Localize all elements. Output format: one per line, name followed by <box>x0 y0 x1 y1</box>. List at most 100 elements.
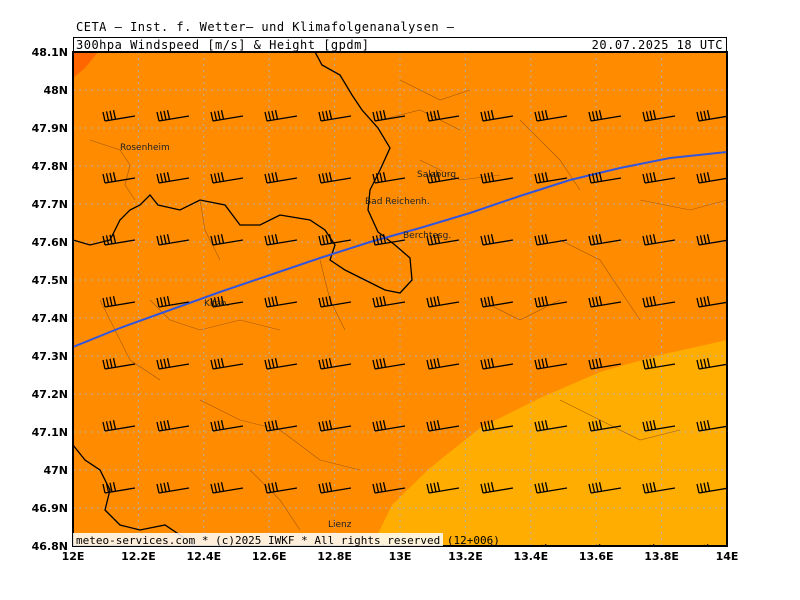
lon-label: 13.6E <box>579 550 614 563</box>
wind-barb <box>210 482 244 494</box>
wind-barb <box>426 234 460 246</box>
wind-barb <box>642 234 676 246</box>
wind-barb <box>210 358 244 370</box>
wind-barb <box>696 482 727 494</box>
credit-text: meteo-services.com * (c)2025 IWKF * All … <box>76 534 500 547</box>
lat-label: 47.3N <box>32 350 68 363</box>
wind-barb <box>480 482 514 494</box>
wind-barb <box>426 172 460 184</box>
wind-barb <box>642 110 676 122</box>
wind-barb <box>372 234 406 246</box>
wind-barb <box>588 358 622 370</box>
wind-barb <box>318 420 352 432</box>
wind-barb <box>102 110 136 122</box>
wind-barb <box>264 482 298 494</box>
wind-barb <box>480 172 514 184</box>
wind-barb <box>372 358 406 370</box>
wind-barb <box>156 420 190 432</box>
wind-barb <box>102 420 136 432</box>
wind-barb <box>534 110 568 122</box>
wind-barb <box>426 296 460 308</box>
wind-barb <box>210 110 244 122</box>
wind-barb <box>264 110 298 122</box>
lat-label: 48.1N <box>32 46 68 59</box>
wind-fill-strong <box>73 52 98 78</box>
wind-barb <box>696 234 727 246</box>
lat-label: 47.9N <box>32 122 68 135</box>
header-institute: CETA — Inst. f. Wetter— und Klimafolgena… <box>76 20 455 34</box>
wind-barb <box>264 296 298 308</box>
wind-barb <box>642 296 676 308</box>
latitude-labels: 48.1N 48N 47.9N 47.8N 47.7N 47.6N 47.5N 47.4N 47… <box>32 46 68 553</box>
wind-barb <box>372 172 406 184</box>
wind-barb <box>210 420 244 432</box>
wind-barb <box>102 234 136 246</box>
wind-barb <box>588 296 622 308</box>
wind-barb <box>264 420 298 432</box>
wind-barb <box>534 296 568 308</box>
lon-label: 13E <box>389 550 412 563</box>
wind-barb <box>642 358 676 370</box>
wind-barb <box>156 482 190 494</box>
lon-label: 13.8E <box>644 550 679 563</box>
wind-barbs <box>102 110 727 546</box>
city-label: Kitzb. <box>204 299 229 309</box>
wind-barb <box>480 234 514 246</box>
wind-barb <box>318 482 352 494</box>
lat-label: 47.7N <box>32 198 68 211</box>
city-labels: Rosenheim Salzburg Bad Reichenh. Berchtesg.… <box>120 143 456 530</box>
wind-barb <box>696 358 727 370</box>
wind-barb <box>210 234 244 246</box>
lat-label: 47.2N <box>32 388 68 401</box>
wind-barb <box>480 296 514 308</box>
wind-barb <box>642 172 676 184</box>
lat-label: 48N <box>43 84 68 97</box>
city-label: Berchtesg. <box>403 231 451 241</box>
lat-label: 47.5N <box>32 274 68 287</box>
wind-barb <box>588 110 622 122</box>
wind-barb <box>102 482 136 494</box>
wind-barb <box>210 172 244 184</box>
wind-barb <box>426 358 460 370</box>
wind-barb <box>426 110 460 122</box>
lon-label: 12.4E <box>186 550 221 563</box>
wind-barb <box>696 420 727 432</box>
wind-barb <box>156 358 190 370</box>
wind-barb <box>696 172 727 184</box>
wind-barb <box>102 296 136 308</box>
city-label: Rosenheim <box>120 143 170 153</box>
wind-barb <box>642 420 676 432</box>
wind-barb <box>588 420 622 432</box>
wind-barb <box>264 172 298 184</box>
city-label: Salzburg <box>417 170 456 180</box>
wind-barb <box>588 234 622 246</box>
wind-barb <box>156 296 190 308</box>
lon-label: 12E <box>62 550 85 563</box>
credit-bg <box>73 533 443 546</box>
lon-label: 12.6E <box>252 550 287 563</box>
wind-barb <box>426 420 460 432</box>
wind-barb <box>588 482 622 494</box>
wind-barb <box>372 420 406 432</box>
wind-barb <box>372 110 406 122</box>
wind-barb <box>318 234 352 246</box>
wind-barb <box>534 234 568 246</box>
wind-barb <box>534 172 568 184</box>
wind-barb <box>318 172 352 184</box>
wind-barb <box>156 234 190 246</box>
wind-barb <box>264 234 298 246</box>
height-contour <box>73 151 727 348</box>
lon-label: 12.2E <box>121 550 156 563</box>
lon-label: 14E <box>716 550 739 563</box>
city-label: Bad Reichenh. <box>365 197 430 207</box>
wind-barb <box>696 296 727 308</box>
wind-barb <box>480 358 514 370</box>
wind-barb <box>318 358 352 370</box>
lon-label: 12.8E <box>317 550 352 563</box>
wind-barb <box>156 110 190 122</box>
wind-fill-weak <box>372 340 727 546</box>
wind-barb <box>588 172 622 184</box>
chart-title: 300hpa Windspeed [m/s] & Height [gpdm] <box>76 38 370 52</box>
wind-barb <box>318 296 352 308</box>
